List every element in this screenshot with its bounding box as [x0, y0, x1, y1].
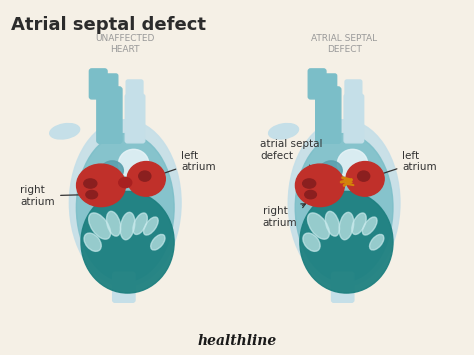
Ellipse shape: [305, 190, 317, 199]
Ellipse shape: [303, 233, 320, 251]
Text: right
atrium: right atrium: [20, 185, 85, 207]
Ellipse shape: [288, 120, 400, 286]
Ellipse shape: [76, 133, 174, 282]
Ellipse shape: [346, 162, 384, 196]
FancyBboxPatch shape: [97, 87, 122, 143]
FancyBboxPatch shape: [113, 272, 135, 302]
FancyBboxPatch shape: [104, 74, 118, 98]
Ellipse shape: [50, 124, 80, 139]
Ellipse shape: [133, 213, 147, 234]
Text: left
atrium: left atrium: [152, 151, 216, 178]
Ellipse shape: [269, 124, 299, 139]
FancyBboxPatch shape: [316, 87, 341, 143]
Ellipse shape: [107, 211, 121, 236]
Ellipse shape: [118, 178, 132, 188]
Ellipse shape: [357, 171, 370, 181]
FancyBboxPatch shape: [344, 94, 364, 143]
FancyBboxPatch shape: [90, 69, 107, 99]
Ellipse shape: [144, 217, 158, 235]
Ellipse shape: [118, 149, 149, 178]
Ellipse shape: [337, 149, 368, 178]
Ellipse shape: [81, 191, 174, 293]
Ellipse shape: [308, 213, 329, 239]
Ellipse shape: [352, 213, 366, 234]
Ellipse shape: [69, 120, 181, 286]
Ellipse shape: [127, 162, 165, 196]
Ellipse shape: [295, 133, 393, 282]
Ellipse shape: [339, 212, 354, 240]
FancyBboxPatch shape: [331, 272, 354, 302]
FancyBboxPatch shape: [308, 69, 326, 99]
Text: UNAFFECTED
HEART: UNAFFECTED HEART: [96, 34, 155, 54]
Text: ATRIAL SEPTAL
DEFECT: ATRIAL SEPTAL DEFECT: [311, 34, 377, 54]
Ellipse shape: [120, 212, 135, 240]
Ellipse shape: [84, 179, 97, 188]
Text: atrial septal
defect: atrial septal defect: [260, 139, 332, 184]
Ellipse shape: [86, 190, 98, 199]
FancyBboxPatch shape: [126, 80, 143, 103]
Ellipse shape: [300, 191, 393, 293]
Ellipse shape: [303, 179, 316, 188]
Text: right
atrium: right atrium: [263, 204, 305, 228]
Ellipse shape: [101, 161, 123, 180]
FancyBboxPatch shape: [125, 94, 145, 143]
FancyBboxPatch shape: [345, 80, 362, 103]
FancyBboxPatch shape: [323, 74, 337, 98]
Text: healthline: healthline: [197, 334, 277, 348]
Ellipse shape: [370, 234, 384, 250]
Ellipse shape: [84, 233, 101, 251]
Ellipse shape: [151, 234, 165, 250]
Ellipse shape: [295, 164, 344, 207]
Ellipse shape: [363, 217, 377, 235]
Ellipse shape: [77, 164, 126, 207]
Ellipse shape: [89, 213, 110, 239]
Ellipse shape: [139, 171, 151, 181]
Text: left
atrium: left atrium: [370, 151, 437, 178]
Ellipse shape: [320, 161, 342, 180]
Text: Atrial septal defect: Atrial septal defect: [11, 16, 206, 34]
Ellipse shape: [325, 211, 339, 236]
